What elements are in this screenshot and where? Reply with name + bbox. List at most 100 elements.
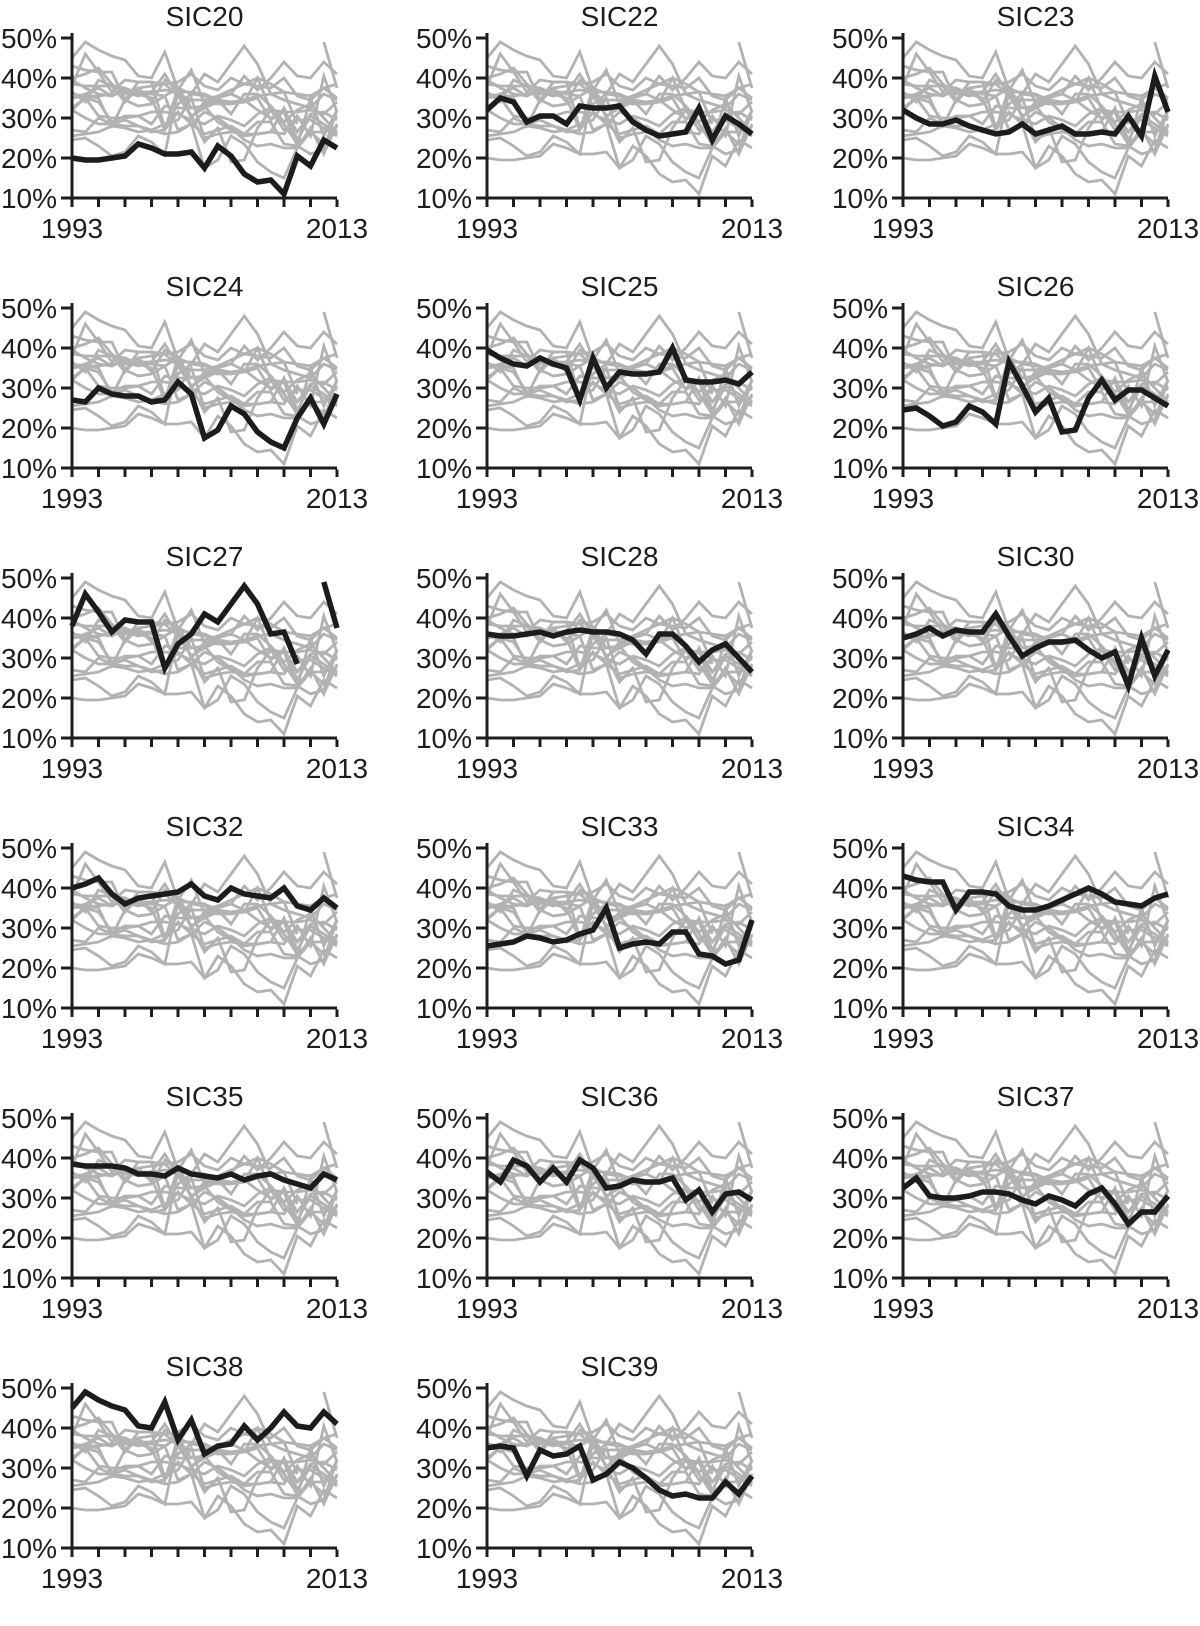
chart-sic34: SIC34 50% 40% 30% 20% 10%1993 2013: [832, 811, 1199, 1054]
background-series-line: [902, 93, 1170, 150]
highlight-series-line: [71, 1161, 339, 1192]
y-tick-label: 40%: [832, 603, 888, 634]
y-tick-label: 30%: [1, 1453, 57, 1484]
background-series-line: [71, 1432, 338, 1460]
y-tick-label: 40%: [416, 63, 472, 94]
background-series-line: [902, 633, 1170, 690]
y-tick-label: 10%: [416, 453, 472, 484]
background-series-line: [737, 851, 754, 899]
y-tick-label: 20%: [832, 143, 888, 174]
panel-sic27: SIC27 50% 40% 30% 20% 10% 1993 2013: [0, 540, 400, 816]
x-axis-end-label: 2013: [1137, 213, 1199, 244]
panel-sic36: SIC36 50% 40% 30% 20% 10% 1993 2013: [415, 1080, 815, 1356]
y-tick-label: 10%: [416, 993, 472, 1024]
background-series-line: [486, 892, 753, 920]
panel-sic35: SIC35 50% 40% 30% 20% 10% 1993 2013: [0, 1080, 400, 1356]
background-series-line: [902, 919, 1170, 990]
panel-sic23: SIC23 50% 40% 30% 20% 10% 1993 2013: [831, 0, 1200, 276]
background-series-line: [70, 40, 338, 107]
background-series-line: [71, 1158, 338, 1215]
background-series-line: [71, 341, 339, 421]
background-series-line: [71, 1443, 339, 1500]
y-tick-label: 10%: [1, 993, 57, 1024]
y-tick-label: 30%: [416, 643, 472, 674]
background-series-line: [902, 71, 1170, 151]
y-tick-label: 10%: [832, 1263, 888, 1294]
background-series-line: [71, 919, 339, 990]
y-tick-label: 30%: [832, 1183, 888, 1214]
x-axis-end-label: 2013: [721, 1023, 783, 1054]
y-tick-label: 20%: [416, 1493, 472, 1524]
panel-title: SIC32: [166, 811, 244, 842]
background-series-line: [486, 634, 754, 696]
panel-title: SIC39: [581, 1351, 659, 1382]
background-series-line: [485, 580, 753, 647]
background-series-line: [902, 363, 1170, 420]
highlight-series-line: [71, 377, 340, 452]
background-series-line: [486, 82, 753, 110]
highlight-series-line: [321, 581, 340, 629]
y-tick-label: 30%: [416, 1183, 472, 1214]
background-series-line: [71, 633, 339, 690]
panel-sic20: SIC20 50% 40% 30% 20% 10% 1993 2013: [0, 0, 400, 276]
x-axis-end-label: 2013: [306, 1563, 368, 1594]
background-series-line: [322, 311, 339, 359]
y-tick-label: 10%: [832, 723, 888, 754]
background-series-line: [486, 1428, 753, 1485]
background-series-line: [71, 649, 339, 720]
y-tick-label: 50%: [1, 1373, 57, 1404]
x-axis-start-label: 1993: [872, 1293, 934, 1324]
x-axis-start-label: 1993: [456, 213, 518, 244]
panel-sic33: SIC33 50% 40% 30% 20% 10% 1993 2013: [415, 810, 815, 1086]
chart-sic30: SIC30 50% 40% 30% 20% 10%1993 2013: [832, 541, 1199, 784]
background-series-line: [902, 1162, 1169, 1190]
y-tick-label: 20%: [832, 953, 888, 984]
background-series-line: [486, 64, 753, 103]
panel-title: SIC36: [581, 1081, 659, 1112]
background-series-line: [1153, 311, 1170, 359]
y-tick-label: 50%: [1, 833, 57, 864]
background-series-line: [71, 888, 338, 945]
chart-sic23: SIC23 50% 40% 30% 20% 10%1993 2013: [832, 1, 1199, 244]
x-axis-start-label: 1993: [456, 1293, 518, 1324]
x-axis-end-label: 2013: [306, 1293, 368, 1324]
x-axis-start-label: 1993: [41, 1293, 103, 1324]
background-series-line: [901, 850, 1169, 917]
background-series-line: [902, 341, 1170, 421]
background-series-line: [901, 40, 1169, 107]
panel-title: SIC27: [166, 541, 244, 572]
x-axis-start-label: 1993: [41, 753, 103, 784]
chart-sic25: SIC25 50% 40% 30% 20% 10%1993 2013: [416, 271, 783, 514]
x-axis-end-label: 2013: [306, 483, 368, 514]
panel-title: SIC34: [997, 811, 1075, 842]
y-tick-label: 30%: [1, 103, 57, 134]
panel-sic39: SIC39 50% 40% 30% 20% 10% 1993 2013: [415, 1350, 815, 1626]
panel-title: SIC33: [581, 811, 659, 842]
y-tick-label: 20%: [1, 413, 57, 444]
y-tick-label: 10%: [832, 183, 888, 214]
chart-sic28: SIC28 50% 40% 30% 20% 10%1993 2013: [416, 541, 783, 784]
panel-sic34: SIC34 50% 40% 30% 20% 10% 1993 2013: [831, 810, 1200, 1086]
background-series-line: [737, 1121, 754, 1169]
highlight-series-line: [71, 136, 339, 200]
background-series-line: [71, 1151, 339, 1231]
highlight-series-line: [902, 873, 1169, 916]
x-axis-start-label: 1993: [872, 753, 934, 784]
highlight-series-line: [902, 354, 1170, 436]
highlight-series-line: [486, 627, 755, 674]
panel-title: SIC22: [581, 1, 659, 32]
y-tick-label: 30%: [1, 643, 57, 674]
background-series-line: [71, 903, 339, 960]
panel-title: SIC24: [166, 271, 244, 302]
y-tick-label: 50%: [1, 1103, 57, 1134]
background-series-line: [1153, 1121, 1170, 1169]
y-tick-label: 40%: [416, 333, 472, 364]
y-tick-label: 10%: [1, 1263, 57, 1294]
y-tick-label: 10%: [832, 453, 888, 484]
chart-sic32: SIC32 50% 40% 30% 20% 10%1993 2013: [1, 811, 368, 1054]
y-tick-label: 20%: [416, 953, 472, 984]
y-tick-label: 50%: [416, 563, 472, 594]
background-series-line: [486, 604, 753, 643]
background-series-line: [71, 904, 339, 966]
background-series-line: [486, 363, 754, 420]
